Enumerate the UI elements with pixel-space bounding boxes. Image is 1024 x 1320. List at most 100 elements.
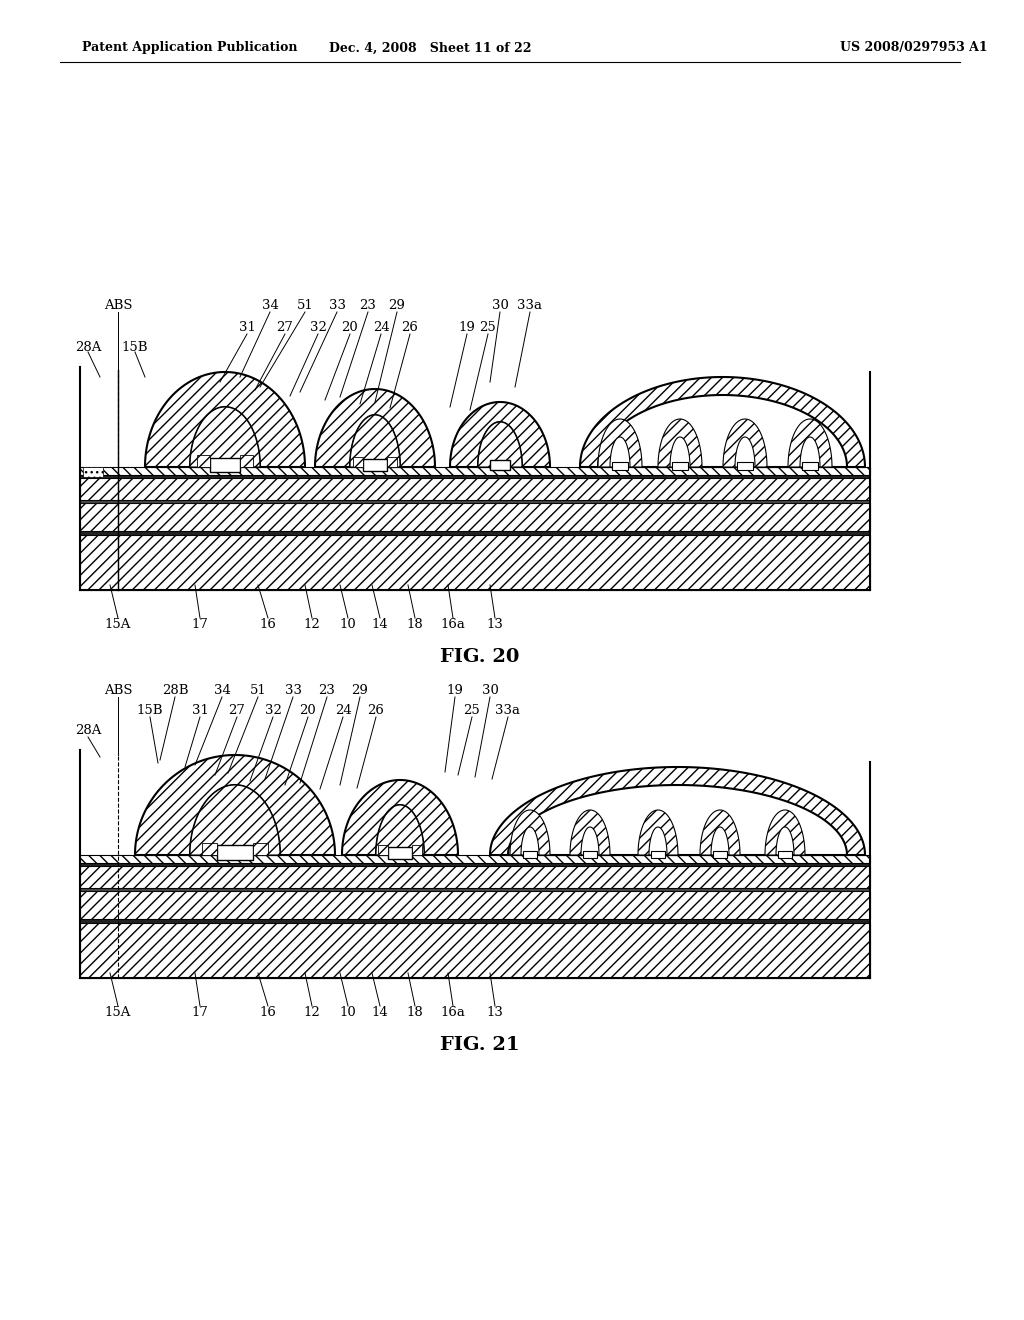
Bar <box>490 459 510 470</box>
Text: 27: 27 <box>228 704 246 717</box>
Bar <box>612 462 628 470</box>
Bar <box>80 475 870 478</box>
Polygon shape <box>450 403 550 467</box>
Text: 34: 34 <box>214 684 230 697</box>
Bar <box>802 462 818 470</box>
Text: Dec. 4, 2008   Sheet 11 of 22: Dec. 4, 2008 Sheet 11 of 22 <box>329 41 531 54</box>
Polygon shape <box>376 805 424 855</box>
Bar <box>80 467 870 475</box>
Text: 15A: 15A <box>104 1006 131 1019</box>
Text: 16: 16 <box>259 618 276 631</box>
Text: 33: 33 <box>285 684 301 697</box>
Polygon shape <box>638 810 678 855</box>
Bar <box>713 851 727 858</box>
Text: 15B: 15B <box>122 341 148 354</box>
Text: 15A: 15A <box>104 618 131 631</box>
Polygon shape <box>776 828 794 855</box>
Polygon shape <box>190 785 280 855</box>
Bar <box>80 863 870 866</box>
Polygon shape <box>521 828 539 855</box>
Polygon shape <box>350 414 400 467</box>
Bar <box>80 855 870 863</box>
Polygon shape <box>658 418 702 467</box>
Text: 18: 18 <box>407 1006 423 1019</box>
Bar <box>83 467 103 477</box>
Polygon shape <box>190 407 260 467</box>
Text: 26: 26 <box>368 704 384 717</box>
Bar <box>523 851 537 858</box>
Text: 20: 20 <box>300 704 316 717</box>
Text: 33: 33 <box>329 300 345 312</box>
Polygon shape <box>490 767 865 855</box>
Text: 12: 12 <box>304 1006 321 1019</box>
Bar <box>80 891 870 919</box>
Polygon shape <box>788 418 831 467</box>
Text: 51: 51 <box>250 684 266 697</box>
Text: 10: 10 <box>340 1006 356 1019</box>
Bar <box>80 478 870 500</box>
Text: 28A: 28A <box>75 723 101 737</box>
Text: 14: 14 <box>372 618 388 631</box>
Text: ABS: ABS <box>103 300 132 312</box>
Bar <box>197 455 210 467</box>
Text: 28B: 28B <box>162 684 188 697</box>
Bar <box>80 923 870 978</box>
Bar <box>80 866 870 888</box>
Polygon shape <box>135 755 335 855</box>
Polygon shape <box>735 437 755 467</box>
Bar <box>672 462 688 470</box>
Bar <box>253 843 268 855</box>
Polygon shape <box>315 389 435 467</box>
Polygon shape <box>581 828 599 855</box>
Text: 32: 32 <box>309 321 327 334</box>
Bar <box>80 919 870 923</box>
Polygon shape <box>598 418 642 467</box>
Text: 12: 12 <box>304 618 321 631</box>
Text: 17: 17 <box>191 618 209 631</box>
Polygon shape <box>711 828 729 855</box>
Text: 31: 31 <box>191 704 209 717</box>
Polygon shape <box>342 780 458 855</box>
Text: 25: 25 <box>479 321 497 334</box>
Text: 25: 25 <box>464 704 480 717</box>
Polygon shape <box>723 418 767 467</box>
Text: Patent Application Publication: Patent Application Publication <box>82 41 298 54</box>
Text: 13: 13 <box>486 618 504 631</box>
Bar <box>217 845 253 861</box>
Bar <box>737 462 753 470</box>
Text: 26: 26 <box>401 321 419 334</box>
Polygon shape <box>510 810 550 855</box>
Text: 51: 51 <box>297 300 313 312</box>
Text: 18: 18 <box>407 618 423 631</box>
Text: 31: 31 <box>239 321 255 334</box>
Text: 33a: 33a <box>496 704 520 717</box>
Text: 32: 32 <box>264 704 282 717</box>
Polygon shape <box>190 407 260 467</box>
Text: 16a: 16a <box>440 618 466 631</box>
Text: 23: 23 <box>359 300 377 312</box>
Polygon shape <box>670 437 690 467</box>
Bar <box>651 851 665 858</box>
Bar <box>202 843 217 855</box>
Text: 19: 19 <box>459 321 475 334</box>
Text: 33a: 33a <box>517 300 543 312</box>
Bar <box>362 459 387 471</box>
Text: 14: 14 <box>372 1006 388 1019</box>
Polygon shape <box>570 810 610 855</box>
Text: 30: 30 <box>481 684 499 697</box>
Bar <box>388 847 412 859</box>
Bar <box>80 535 870 590</box>
Bar <box>240 455 253 467</box>
Bar <box>412 845 422 855</box>
Text: 20: 20 <box>342 321 358 334</box>
Text: 29: 29 <box>351 684 369 697</box>
Polygon shape <box>145 372 305 467</box>
Polygon shape <box>478 422 522 467</box>
Text: 13: 13 <box>486 1006 504 1019</box>
Text: ABS: ABS <box>103 684 132 697</box>
Bar <box>210 458 240 473</box>
Text: 30: 30 <box>492 300 509 312</box>
Text: 15B: 15B <box>137 704 163 717</box>
Polygon shape <box>700 810 740 855</box>
Text: 16: 16 <box>259 1006 276 1019</box>
